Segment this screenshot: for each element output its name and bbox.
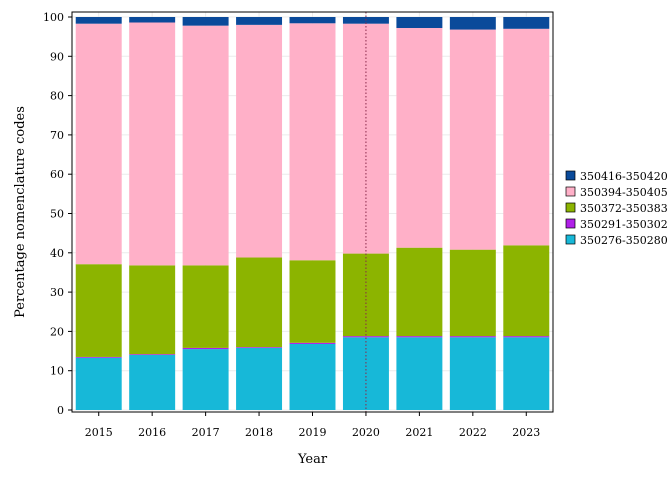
bar-2018-350276-350280 [236, 347, 283, 410]
y-tick-label-100: 100 [43, 11, 64, 24]
bar-2022-350372-350383 [449, 249, 496, 337]
bar-2018-350394-350405 [236, 24, 283, 258]
bar-2015-350276-350280 [75, 357, 122, 410]
x-tick-label-2020: 2020 [352, 426, 380, 439]
bar-2023-350372-350383 [503, 245, 550, 337]
bar-2021-350276-350280 [396, 337, 443, 410]
bar-2022-350394-350405 [449, 29, 496, 250]
legend-swatch-350291-350302 [565, 218, 576, 229]
legend-label-350291-350302: 350291-350302 [580, 218, 668, 231]
x-tick-label-2018: 2018 [245, 426, 273, 439]
x-tick-label-2022: 2022 [459, 426, 487, 439]
bar-2019-350416-350420 [289, 17, 336, 24]
legend-label-350372-350383: 350372-350383 [580, 202, 668, 215]
bar-2020-350372-350383 [342, 253, 389, 337]
x-tick-label-2015: 2015 [85, 426, 113, 439]
bar-2016-350291-350302 [129, 354, 176, 355]
bar-2017-350276-350280 [182, 349, 229, 410]
legend-swatch-350372-350383 [565, 202, 576, 213]
bar-2016-350416-350420 [129, 17, 176, 23]
x-tick-label-2019: 2019 [299, 426, 327, 439]
legend-label-350394-350405: 350394-350405 [580, 186, 668, 199]
bar-2017-350291-350302 [182, 347, 229, 350]
x-axis-title: Year [297, 452, 328, 467]
y-tick-label-70: 70 [50, 129, 64, 142]
legend-swatch-350394-350405 [565, 186, 576, 197]
bar-2017-350372-350383 [182, 265, 229, 348]
bar-2020-350291-350302 [342, 336, 389, 338]
bar-2018-350372-350383 [236, 257, 283, 348]
bar-2015-350394-350405 [75, 23, 122, 265]
bar-2023-350394-350405 [503, 28, 550, 246]
bar-2021-350416-350420 [396, 17, 443, 29]
bar-2015-350416-350420 [75, 17, 122, 24]
y-tick-label-80: 80 [50, 90, 64, 103]
bar-2018-350291-350302 [236, 347, 283, 348]
bar-2022-350416-350420 [449, 17, 496, 30]
bar-2021-350291-350302 [396, 336, 443, 338]
bar-2016-350394-350405 [129, 22, 176, 266]
bar-2023-350276-350280 [503, 337, 550, 410]
legend: 350416-350420 350394-350405 350372-350383 3… [565, 170, 668, 247]
y-tick-label-90: 90 [50, 50, 64, 63]
bar-2019-350291-350302 [289, 342, 336, 344]
y-tick-label-20: 20 [50, 325, 64, 338]
bar-2016-350372-350383 [129, 265, 176, 355]
y-axis-title: Percentage nomenclature codes [13, 106, 28, 318]
bar-2021-350372-350383 [396, 247, 443, 337]
legend-label-350276-350280: 350276-350280 [580, 234, 668, 247]
x-tick-label-2017: 2017 [192, 426, 220, 439]
x-tick-label-2016: 2016 [138, 426, 166, 439]
bar-2019-350372-350383 [289, 260, 336, 343]
y-tick-label-30: 30 [50, 286, 64, 299]
x-tick-label-2023: 2023 [512, 426, 540, 439]
bar-2017-350394-350405 [182, 25, 229, 266]
bar-2016-350276-350280 [129, 354, 176, 410]
x-axis: 2015 2016 2017 2018 2019 2020 2021 2022 2023 [85, 412, 540, 439]
x-tick-label-2021: 2021 [405, 426, 433, 439]
bar-2019-350276-350280 [289, 343, 336, 410]
bar-2018-350416-350420 [236, 17, 283, 25]
y-tick-label-0: 0 [57, 404, 64, 417]
y-tick-label-50: 50 [50, 208, 64, 221]
bar-2022-350291-350302 [449, 336, 496, 338]
bar-2021-350394-350405 [396, 28, 443, 248]
legend-swatch-350276-350280 [565, 234, 576, 245]
y-tick-label-40: 40 [50, 247, 64, 260]
legend-label-350416-350420: 350416-350420 [580, 170, 668, 183]
bar-2023-350416-350420 [503, 17, 550, 29]
bar-2023-350291-350302 [503, 336, 550, 338]
bar-2022-350276-350280 [449, 337, 496, 410]
bar-2019-350394-350405 [289, 23, 336, 261]
legend-swatch-350416-350420 [565, 170, 576, 181]
y-axis: 0 10 20 30 40 50 60 70 80 90 100 [43, 11, 72, 417]
bar-2017-350416-350420 [182, 17, 229, 26]
y-tick-label-60: 60 [50, 168, 64, 181]
bar-2015-350372-350383 [75, 264, 122, 357]
bar-2015-350291-350302 [75, 356, 122, 358]
bar-stacks [75, 17, 550, 410]
y-tick-label-10: 10 [50, 365, 64, 378]
